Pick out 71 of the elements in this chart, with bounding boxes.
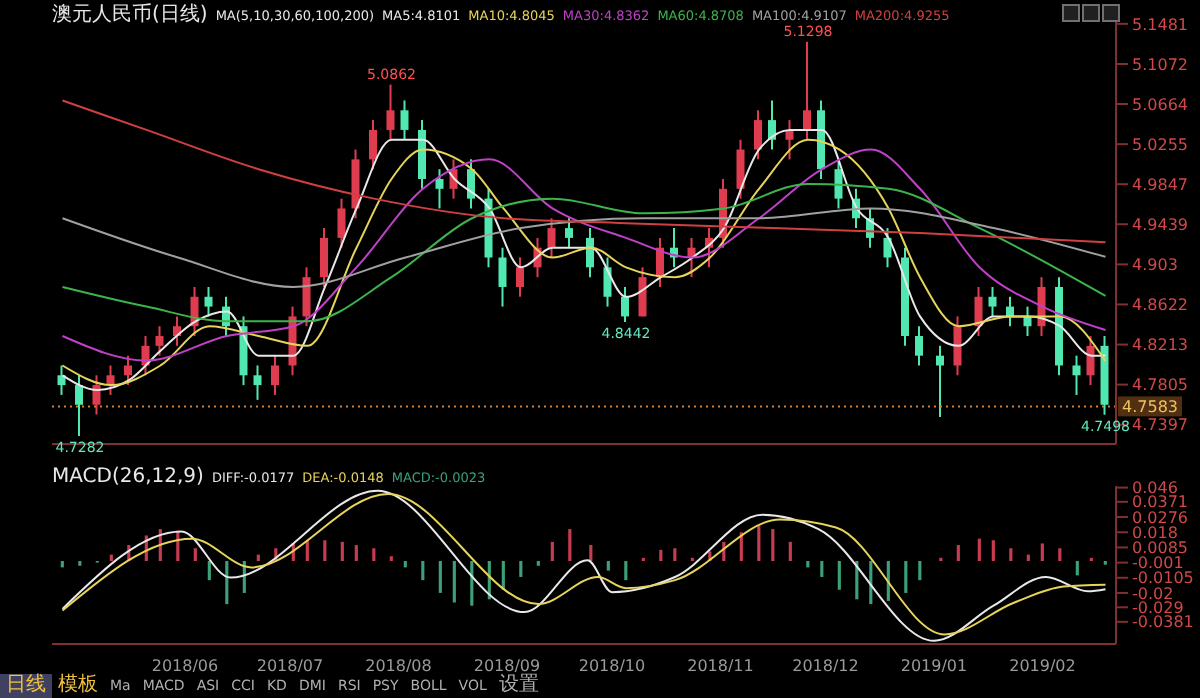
y-tick-label: 5.1072 xyxy=(1132,55,1188,74)
y-tick-label: 4.903 xyxy=(1132,256,1178,275)
y-tick-label: -0.0381 xyxy=(1132,613,1194,632)
y-tick-label: 4.7805 xyxy=(1132,376,1188,395)
candlestick xyxy=(586,227,594,279)
line-series xyxy=(61,207,1107,288)
y-tick-label: 4.8213 xyxy=(1132,336,1188,355)
candlestick xyxy=(621,285,629,324)
x-tick-label: 2018/09 xyxy=(473,657,541,676)
text: 设置 xyxy=(496,674,541,698)
x-tick-label: 2019/02 xyxy=(1009,657,1076,676)
candlestick xyxy=(400,99,409,141)
candlestick xyxy=(106,364,115,396)
candlestick xyxy=(603,256,612,308)
y-tick-label: 4.9847 xyxy=(1132,175,1188,194)
y-tick-label: 4.8622 xyxy=(1132,296,1188,315)
candlestick xyxy=(1072,354,1081,396)
text: 日线 xyxy=(0,674,52,698)
candlestick xyxy=(516,256,524,298)
candlestick xyxy=(271,354,279,396)
y-tick-label: -0.001 xyxy=(1132,554,1184,573)
y-tick-label: 0.0276 xyxy=(1132,508,1188,527)
candlestick xyxy=(92,374,101,416)
x-tick-label: 2018/06 xyxy=(151,657,219,676)
candlestick xyxy=(1086,335,1095,387)
candlestick xyxy=(320,227,328,288)
candlestick xyxy=(435,168,444,210)
candlestick xyxy=(337,197,346,249)
line-series xyxy=(61,99,1107,244)
candlestick xyxy=(302,266,311,328)
candlestick xyxy=(386,83,395,141)
y-tick-label: 0.0085 xyxy=(1132,539,1188,558)
candlestick xyxy=(57,364,66,396)
x-tick-label: 2018/12 xyxy=(792,657,859,676)
candlestick xyxy=(124,354,132,387)
ref-line-label: 4.7583 xyxy=(1122,398,1178,417)
y-tick-label: 0.0371 xyxy=(1132,493,1188,512)
text: 模板 xyxy=(56,674,100,698)
y-tick-label: 5.0255 xyxy=(1132,135,1188,154)
candlestick xyxy=(369,119,377,171)
y-tick-label: 4.7397 xyxy=(1132,416,1188,435)
y-tick-label: 0.046 xyxy=(1132,479,1178,498)
y-tick-label: 0.018 xyxy=(1132,523,1178,542)
x-tick-label: 2018/10 xyxy=(578,657,646,676)
candlestick xyxy=(915,325,923,367)
candlestick xyxy=(204,285,213,318)
candlestick xyxy=(754,109,762,161)
candlestick xyxy=(803,40,811,141)
candlestick xyxy=(785,119,794,161)
candlestick xyxy=(253,364,262,401)
x-tick-label: 2018/07 xyxy=(256,657,324,676)
y-tick-label: 4.9439 xyxy=(1132,215,1188,234)
candlestick xyxy=(565,217,573,249)
x-tick-label: 2019/01 xyxy=(900,657,968,676)
y-tick-label: -0.0105 xyxy=(1132,569,1194,588)
candlestick xyxy=(953,315,962,377)
x-tick-label: 2018/08 xyxy=(365,657,432,676)
y-tick-label: -0.02 xyxy=(1132,584,1174,603)
y-tick-label: -0.029 xyxy=(1132,598,1184,617)
x-tick-label: 2018/11 xyxy=(687,657,754,676)
candlestick xyxy=(883,227,892,269)
y-tick-label: 5.1481 xyxy=(1132,15,1188,34)
y-tick-label: 5.0664 xyxy=(1132,95,1188,114)
candlestick xyxy=(936,344,944,419)
candlestick xyxy=(75,374,83,437)
candlestick xyxy=(736,138,745,200)
candlestick xyxy=(988,285,997,318)
candlestick xyxy=(155,325,164,357)
candlestick xyxy=(547,217,556,259)
candlestick xyxy=(498,246,507,308)
candlestick xyxy=(768,99,776,151)
